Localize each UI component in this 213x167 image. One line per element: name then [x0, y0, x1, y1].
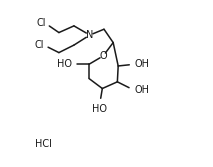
Text: Cl: Cl — [34, 40, 44, 50]
Text: OH: OH — [134, 59, 149, 69]
Text: N: N — [86, 30, 94, 40]
Text: HCl: HCl — [35, 139, 52, 149]
Text: Cl: Cl — [36, 18, 46, 28]
Text: HO: HO — [92, 104, 107, 114]
Text: O: O — [99, 51, 107, 61]
Text: HO: HO — [57, 59, 72, 69]
Text: OH: OH — [134, 85, 149, 95]
